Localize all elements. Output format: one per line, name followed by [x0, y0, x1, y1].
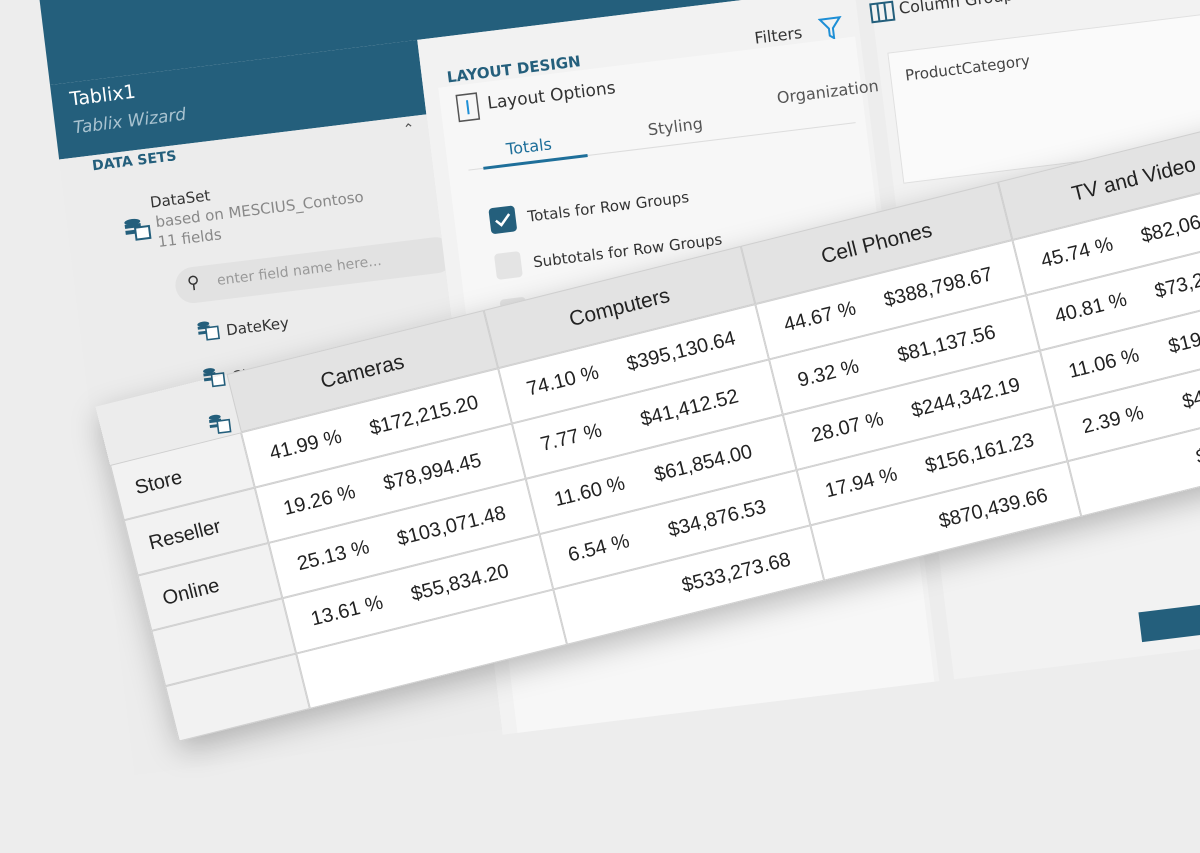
percent-value: 2.39 % [1080, 401, 1146, 439]
field-icon [195, 318, 221, 341]
column-icon [869, 0, 896, 24]
percent-value: 41.99 % [267, 425, 344, 465]
percent-value: 45.74 % [1038, 233, 1116, 273]
percent-value: 11.60 % [552, 472, 628, 512]
percent-value: 19.26 % [281, 480, 358, 520]
amount-value: $78,994.45 [381, 449, 484, 496]
checkbox[interactable] [493, 250, 523, 280]
percent-value: 40.81 % [1052, 288, 1130, 328]
percent-value: 74.10 % [524, 361, 602, 401]
wizard-window: Tablix1 Tablix Wizard DATA SETS ⌃ DataSe… [13, 0, 1200, 780]
dataset-icon [124, 218, 152, 241]
percent-value: 13.61 % [308, 591, 386, 631]
field-icon [206, 412, 232, 435]
amount-value: $19,8 [1166, 324, 1200, 358]
search-icon: ⚲ [186, 272, 201, 294]
amount-value: $4,2 [1180, 382, 1200, 414]
percent-value: 7.77 % [538, 419, 605, 456]
amount-value: $82,067.5 [1138, 204, 1200, 248]
percent-value: 25.13 % [294, 536, 372, 576]
collapse-icon[interactable]: ⌃ [402, 120, 416, 139]
amount-value: $395,130.64 [624, 327, 738, 376]
amount-value: $244,342.19 [909, 373, 1023, 423]
amount-value: $172,215.20 [367, 391, 481, 440]
field-icon [201, 365, 226, 388]
page: Tablix1 Tablix Wizard DATA SETS ⌃ DataSe… [13, 0, 1200, 775]
total-value: $17 [1193, 439, 1200, 469]
amount-value: $61,854.00 [652, 440, 755, 487]
amount-value: $41,412.52 [638, 385, 741, 431]
amount-value: $103,071.48 [394, 502, 509, 551]
amount-value: $156,161.23 [922, 429, 1037, 478]
percent-value: 6.54 % [565, 530, 632, 567]
amount-value: $81,137.56 [895, 321, 998, 367]
amount-value: $388,798.67 [881, 263, 995, 312]
percent-value: 17.94 % [823, 463, 900, 503]
percent-value: 9.32 % [795, 355, 862, 392]
layout-icon [455, 92, 481, 123]
total-value: $870,439.66 [936, 484, 1051, 533]
checkbox[interactable] [488, 205, 518, 235]
percent-value: 11.06 % [1066, 344, 1142, 383]
amount-value: $73,223 [1152, 263, 1200, 303]
amount-value: $34,876.53 [665, 495, 769, 542]
amount-value: $55,834.20 [408, 560, 512, 606]
percent-value: 28.07 % [809, 407, 886, 448]
percent-value: 44.67 % [781, 297, 859, 337]
total-value: $533,273.68 [679, 548, 793, 597]
